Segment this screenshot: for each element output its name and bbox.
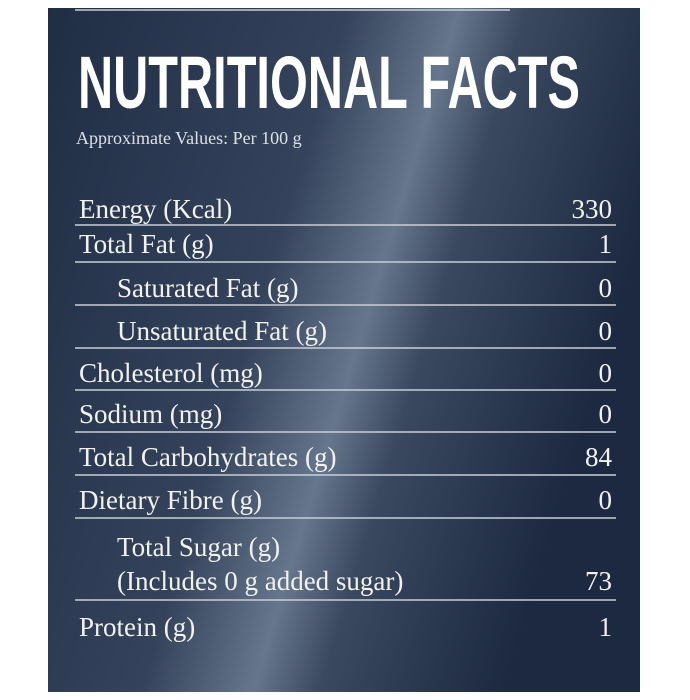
row-label: Dietary Fibre (g) <box>79 485 262 515</box>
row-label: Energy (Kcal) <box>79 194 232 224</box>
row-value: 73 <box>585 566 612 596</box>
row-value: 330 <box>572 194 613 224</box>
row-label: Cholesterol (mg) <box>79 358 263 388</box>
row-value: 1 <box>599 612 613 642</box>
title: NUTRITIONAL FACTS <box>78 41 580 124</box>
row-value: 0 <box>599 358 613 388</box>
row-value: 1 <box>599 229 613 259</box>
row-value: 0 <box>599 316 613 346</box>
panel <box>48 8 640 692</box>
row-label: Sodium (mg) <box>79 399 222 429</box>
row-label: Total Fat (g) <box>79 229 214 259</box>
row-value: 84 <box>585 442 613 472</box>
row-label: Protein (g) <box>79 612 195 642</box>
row-label: Saturated Fat (g) <box>117 273 298 303</box>
row-label: Unsaturated Fat (g) <box>117 316 327 346</box>
table: Energy (Kcal) 330 Total Fat (g) 1 Saturated … <box>75 194 616 642</box>
row-label: Total Sugar (g) <box>117 532 280 562</box>
subtitle: Approximate Values: Per 100 g <box>76 128 302 148</box>
row-label: Total Carbohydrates (g) <box>79 442 337 472</box>
row-value: 0 <box>599 485 613 515</box>
row-note: (Includes 0 g added sugar) <box>117 566 403 596</box>
row-value: 0 <box>599 399 613 429</box>
row-value: 0 <box>599 273 613 303</box>
